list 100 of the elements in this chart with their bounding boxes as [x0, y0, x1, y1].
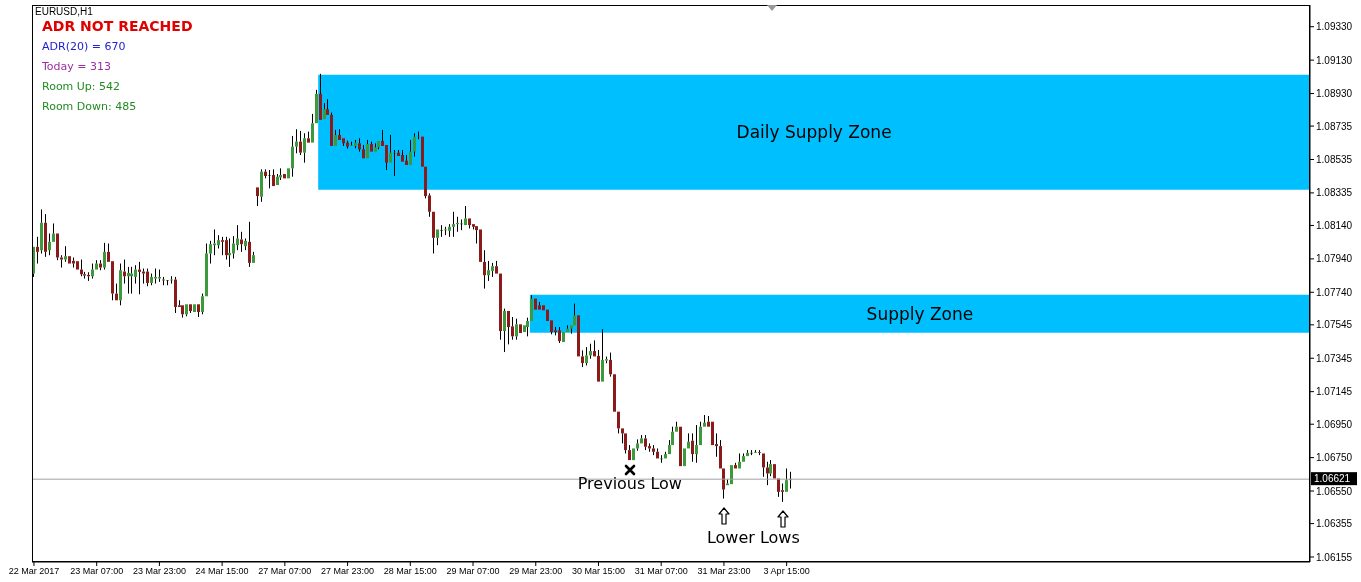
candlestick	[127, 266, 130, 295]
candlestick	[264, 168, 267, 179]
candlestick	[260, 168, 263, 203]
candlestick	[385, 144, 388, 171]
y-tick-label: 1.07545	[1316, 319, 1353, 331]
x-tick-label: 22 Mar 2017	[8, 566, 60, 577]
ref-line-label: 1.06621	[1314, 473, 1351, 485]
candlestick	[566, 324, 569, 333]
candlestick	[134, 264, 137, 285]
candlestick	[232, 235, 235, 260]
candlestick	[585, 346, 588, 366]
candlestick	[597, 349, 600, 382]
annotation: ADR(20) = 670	[42, 40, 126, 54]
candlestick	[154, 268, 157, 285]
candlestick	[354, 139, 357, 149]
candlestick	[530, 294, 533, 321]
candlestick	[358, 137, 361, 153]
candlestick	[311, 113, 314, 143]
candlestick	[119, 263, 122, 306]
candlestick	[99, 259, 102, 271]
candlestick	[558, 326, 561, 344]
candlestick	[468, 218, 471, 229]
candlestick	[703, 414, 706, 427]
candlestick	[766, 461, 769, 486]
candlestick	[236, 224, 239, 251]
annotation: Lower Lows	[706, 527, 800, 547]
candlestick	[166, 279, 169, 286]
candlestick	[240, 231, 243, 253]
candlestick	[573, 303, 576, 326]
y-tick-label: 1.06355	[1316, 518, 1353, 530]
annotation: Room Down: 485	[42, 100, 137, 114]
candlestick	[448, 223, 451, 238]
x-tick-label: 30 Mar 15:00	[571, 566, 625, 577]
candlestick	[40, 208, 43, 255]
candlestick	[499, 273, 502, 341]
candlestick	[91, 263, 94, 280]
candlestick	[48, 232, 51, 256]
candlestick	[785, 467, 788, 492]
candlestick	[315, 89, 318, 124]
y-tick-label: 1.06950	[1316, 418, 1353, 430]
candlestick	[691, 432, 694, 463]
annotation: Today = 313	[42, 60, 112, 74]
x-tick-label: 3 Apr 15:00	[763, 566, 810, 577]
candlestick	[217, 234, 220, 250]
candlestick	[487, 260, 490, 282]
candlestick	[221, 236, 224, 256]
candlestick	[593, 339, 596, 357]
candlestick	[440, 224, 443, 238]
candlestick	[758, 449, 761, 456]
candlestick	[64, 245, 67, 263]
y-tick-label: 1.08930	[1316, 88, 1353, 100]
annotation: ADR NOT REACHED	[42, 18, 193, 35]
candlestick	[695, 424, 698, 464]
x-tick-label: 31 Mar 23:00	[697, 566, 751, 577]
x-tick-label: 29 Mar 07:00	[446, 566, 500, 577]
candlestick	[342, 138, 345, 147]
candlestick	[660, 454, 663, 464]
candlestick	[503, 308, 506, 353]
candlestick	[209, 240, 212, 265]
candlestick	[656, 447, 659, 459]
candlestick	[515, 318, 518, 341]
candlestick	[675, 421, 678, 432]
band-label: Daily Supply Zone	[736, 122, 892, 143]
candlestick	[323, 102, 326, 120]
candlestick	[103, 242, 106, 271]
annotation: Room Up: 542	[42, 80, 121, 94]
candlestick	[436, 229, 439, 246]
x-tick-label: 31 Mar 07:00	[634, 566, 688, 577]
candlestick	[256, 187, 259, 207]
candlestick	[244, 237, 247, 251]
y-tick-label: 1.07740	[1316, 286, 1353, 298]
band-label: Supply Zone	[866, 303, 974, 324]
candlestick	[346, 140, 349, 150]
candlestick	[664, 451, 667, 459]
y-tick-label: 1.08140	[1316, 220, 1353, 232]
candlestick	[295, 128, 298, 154]
candlestick	[742, 452, 745, 462]
x-tick-label: 23 Mar 07:00	[70, 566, 124, 577]
candlestick	[483, 249, 486, 290]
candlestick	[432, 211, 435, 255]
chart-title: EURUSD,H1	[35, 6, 93, 18]
candlestick	[734, 462, 737, 469]
y-tick-label: 1.06750	[1316, 452, 1353, 464]
candlestick	[746, 449, 749, 457]
x-tick-label: 27 Mar 23:00	[321, 566, 375, 577]
y-tick-label: 1.08335	[1316, 187, 1353, 199]
candlestick	[330, 112, 333, 146]
candlestick	[303, 132, 306, 164]
y-tick-label: 1.07345	[1316, 352, 1353, 364]
candlestick	[640, 434, 643, 444]
candlestick	[719, 439, 722, 469]
candlestick	[95, 259, 98, 270]
candlestick	[272, 168, 275, 187]
candlestick	[213, 228, 216, 256]
candlestick	[581, 349, 584, 368]
candlestick	[589, 343, 592, 360]
candlestick	[617, 411, 620, 434]
candlestick	[146, 268, 149, 287]
candlestick	[452, 211, 455, 238]
candlestick	[362, 144, 365, 159]
